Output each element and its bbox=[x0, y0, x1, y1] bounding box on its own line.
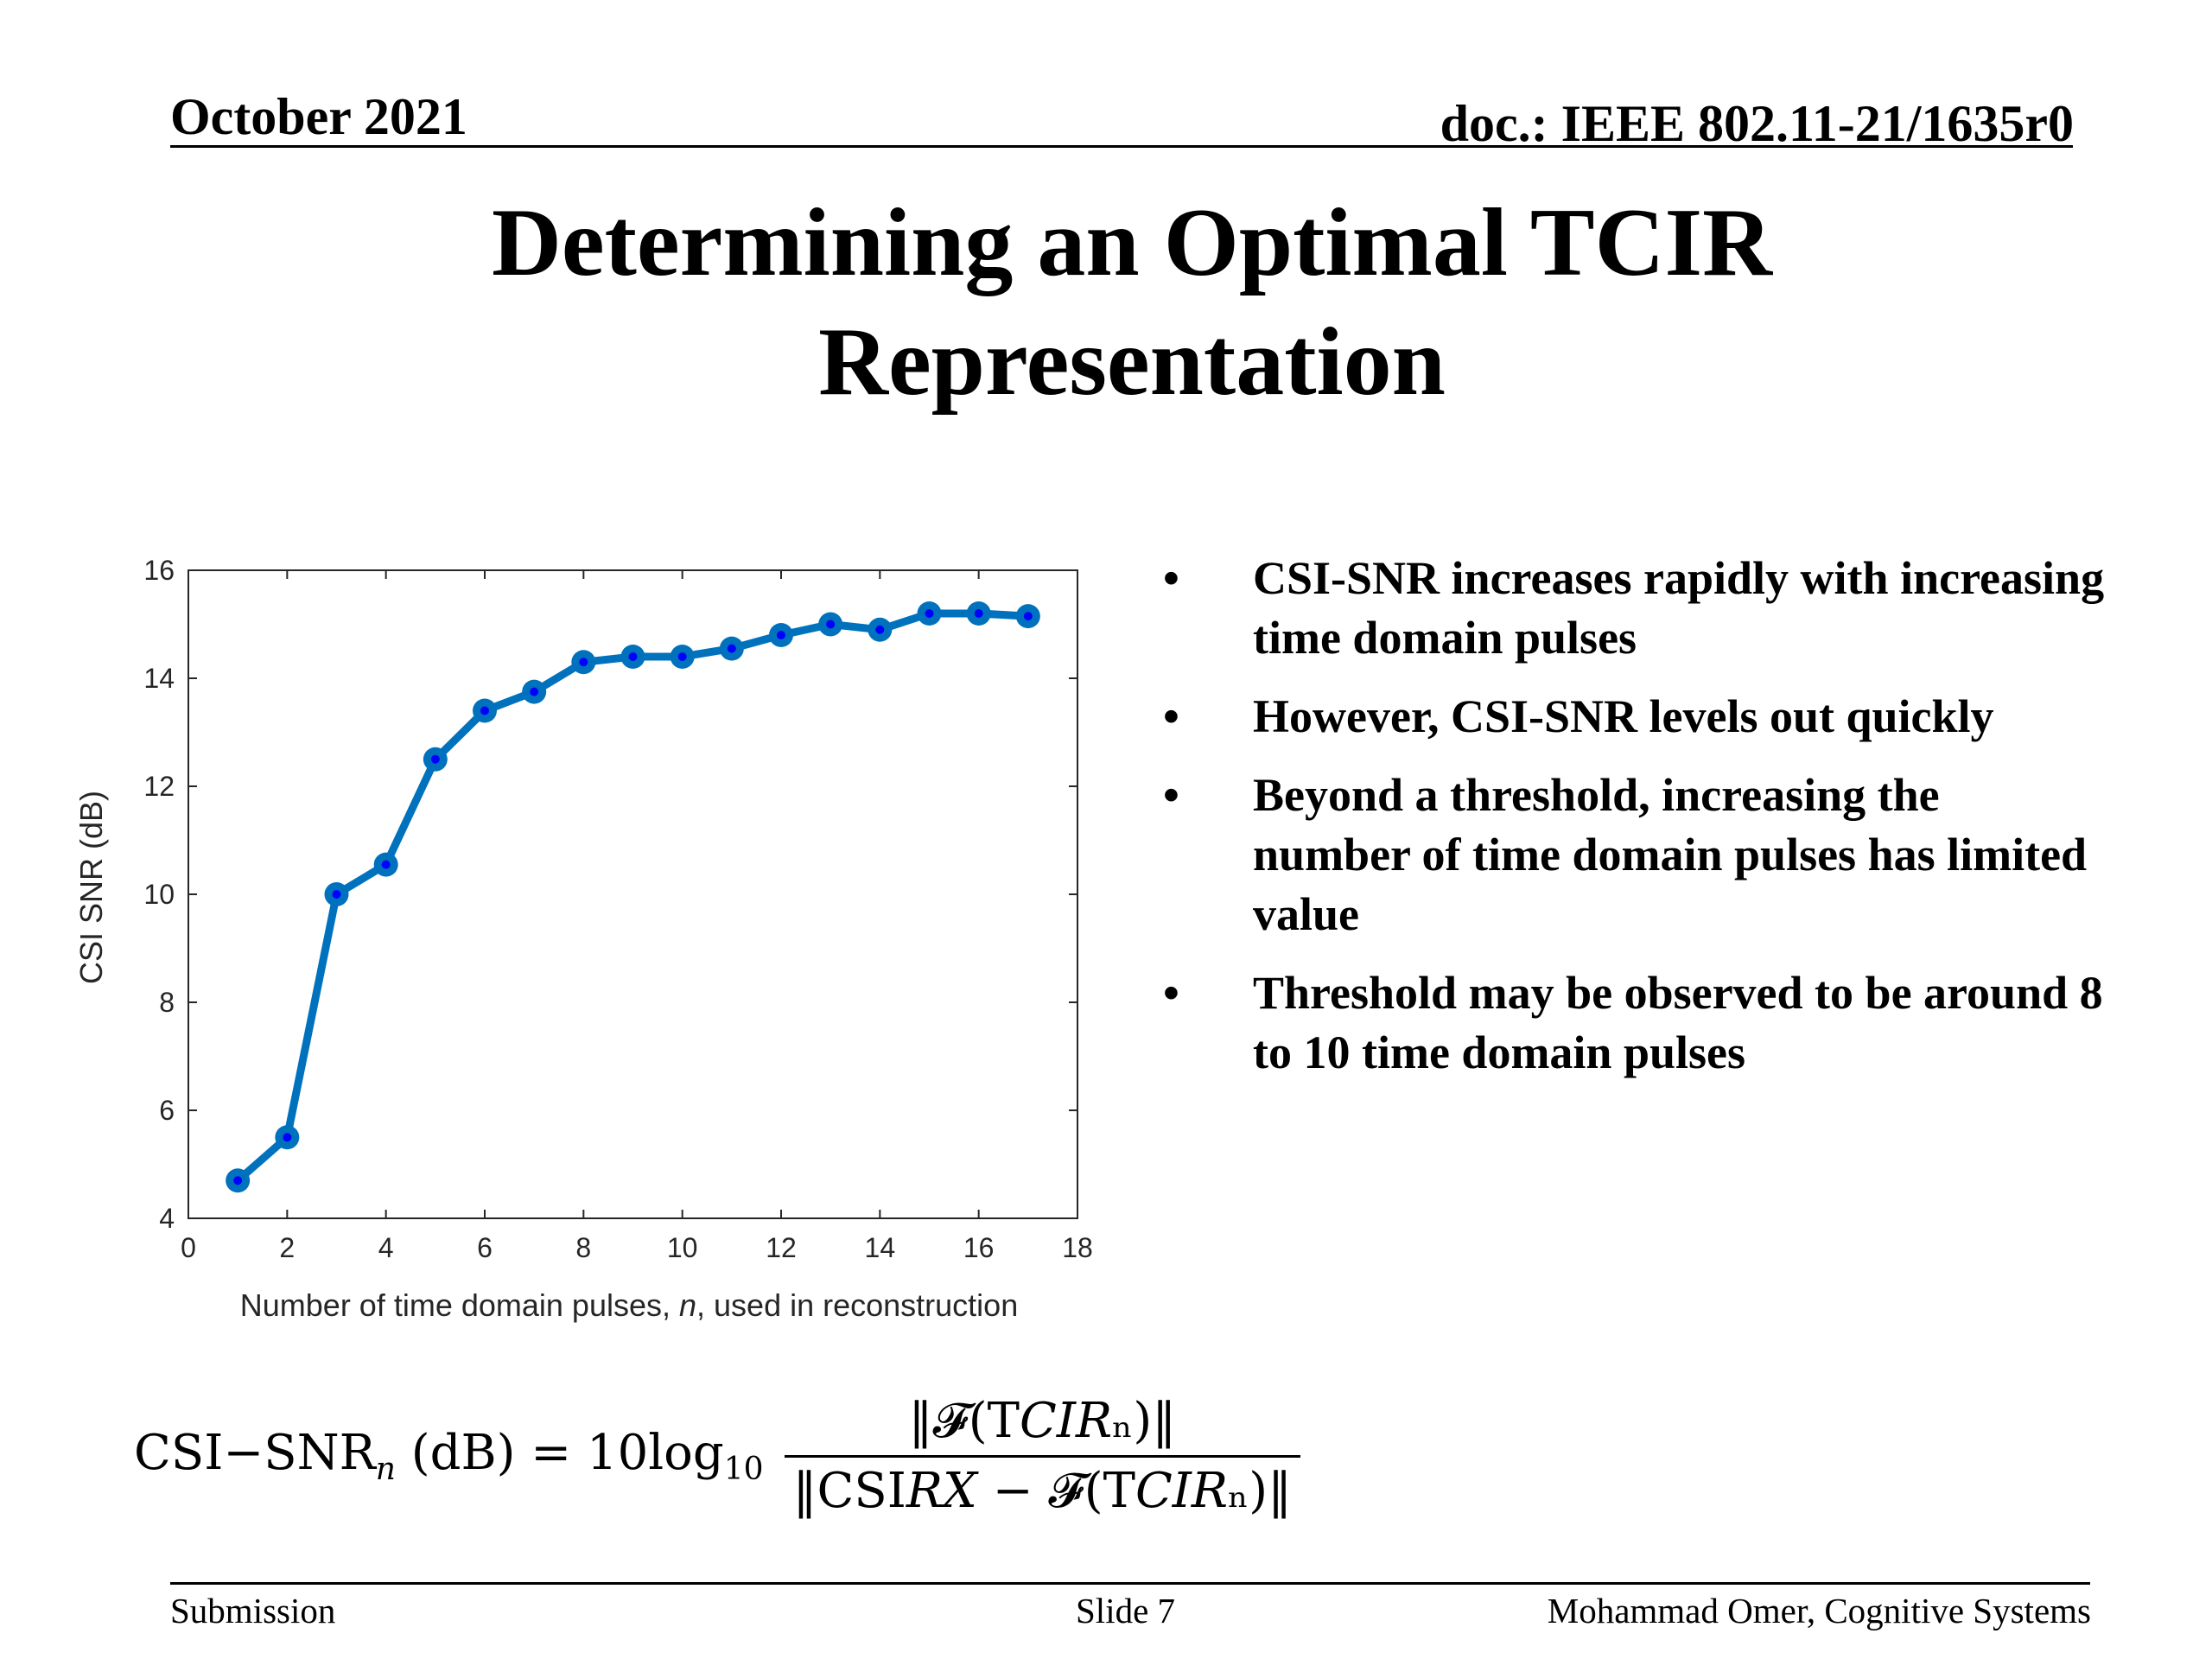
data-point-marker bbox=[381, 860, 391, 869]
x-tick-label: 10 bbox=[667, 1232, 698, 1263]
x-tick-label: 18 bbox=[1062, 1232, 1093, 1263]
data-point-marker bbox=[875, 625, 885, 634]
bullet-item: CSI-SNR increases rapidly with increasin… bbox=[1158, 549, 2108, 668]
series-line bbox=[233, 609, 1033, 1185]
header-date: October 2021 bbox=[170, 88, 467, 145]
y-tick-label: 4 bbox=[159, 1203, 175, 1234]
x-tick-label: 2 bbox=[279, 1232, 295, 1263]
y-tick-label: 14 bbox=[143, 663, 175, 694]
footer-divider bbox=[170, 1582, 2090, 1585]
slide-title-line-2: Representation bbox=[818, 308, 1446, 416]
data-point-marker bbox=[233, 1176, 243, 1185]
data-point-marker bbox=[530, 687, 539, 696]
formula-numerator: ‖𝓕(T𝐶𝐼𝑅ₙ)‖ bbox=[908, 1392, 1177, 1449]
data-point-marker bbox=[579, 658, 588, 667]
formula-log-base: 10 bbox=[723, 1452, 764, 1487]
formula-denominator: ‖CSI𝑅𝑋 − 𝓕(T𝐶𝐼𝑅ₙ)‖ bbox=[792, 1462, 1293, 1519]
x-tick-label: 8 bbox=[575, 1232, 591, 1263]
data-point-marker bbox=[677, 652, 687, 661]
y-tick-label: 12 bbox=[143, 771, 175, 802]
data-point-marker bbox=[283, 1133, 292, 1142]
x-tick-label: 16 bbox=[963, 1232, 995, 1263]
formula-lhs-sub: n bbox=[375, 1452, 396, 1487]
y-tick-label: 16 bbox=[143, 555, 175, 586]
formula-lhs: CSI−SNRn (dB) = 10log10 bbox=[134, 1425, 764, 1487]
chart-axes: 0 2 4 6 8 10 12 14 16 18 4 6 8 10 12 14 16 bbox=[143, 555, 1092, 1263]
x-tick-label: 6 bbox=[477, 1232, 493, 1263]
y-tick-label: 6 bbox=[159, 1095, 175, 1126]
y-tick-label: 10 bbox=[143, 879, 175, 910]
footer-slide-number: Slide 7 bbox=[1076, 1591, 1176, 1630]
data-point-marker bbox=[332, 890, 341, 899]
csi-snr-line-chart: 0 2 4 6 8 10 12 14 16 18 4 6 8 10 12 14 16 Number of tim… bbox=[73, 555, 1093, 1323]
formula-fraction-bar bbox=[784, 1454, 1301, 1458]
data-point-marker bbox=[480, 706, 489, 715]
slide-title-line-1: Determining an Optimal TCIR bbox=[492, 189, 1772, 296]
data-point-marker bbox=[727, 644, 736, 653]
data-point-marker bbox=[826, 620, 836, 629]
y-axis-label: CSI SNR (dB) bbox=[73, 791, 109, 984]
x-tick-label: 12 bbox=[766, 1232, 797, 1263]
data-point-marker bbox=[1023, 612, 1033, 621]
x-axis-label-var: n bbox=[679, 1287, 696, 1323]
slide-title: Determining an Optimal TCIR Representati… bbox=[0, 183, 2212, 422]
bullet-list: CSI-SNR increases rapidly with increasin… bbox=[1158, 549, 2108, 1102]
x-axis-label: Number of time domain pulses, n, used in… bbox=[240, 1287, 1018, 1323]
header-doc-id: doc.: IEEE 802.11-21/1635r0 bbox=[1440, 95, 2074, 152]
data-point-marker bbox=[628, 652, 638, 661]
chart-series bbox=[226, 601, 1040, 1193]
bullet-item: However, CSI-SNR levels out quickly bbox=[1158, 687, 2108, 747]
x-tick-label: 14 bbox=[865, 1232, 896, 1263]
y-tick-label: 8 bbox=[159, 987, 175, 1018]
csi-snr-formula: CSI−SNRn (dB) = 10log10 ‖𝓕(T𝐶𝐼𝑅ₙ)‖ ‖CSI𝑅… bbox=[134, 1378, 1301, 1534]
x-axis-label-pre: Number of time domain pulses, bbox=[240, 1287, 679, 1323]
data-point-marker bbox=[925, 609, 934, 618]
bullet-item: Beyond a threshold, increasing the numbe… bbox=[1158, 766, 2108, 944]
bullet-item: Threshold may be observed to be around 8… bbox=[1158, 963, 2108, 1083]
x-tick-label: 0 bbox=[181, 1232, 196, 1263]
footer-author: Mohammad Omer, Cognitive Systems bbox=[1547, 1591, 2091, 1630]
formula-fraction: ‖𝓕(T𝐶𝐼𝑅ₙ)‖ ‖CSI𝑅𝑋 − 𝓕(T𝐶𝐼𝑅ₙ)‖ bbox=[784, 1392, 1301, 1520]
formula-lhs-unit: (dB) = 10log bbox=[395, 1425, 724, 1481]
data-point-marker bbox=[974, 609, 983, 618]
formula-lhs-text: CSI−SNR bbox=[134, 1425, 376, 1481]
data-point-marker bbox=[430, 754, 440, 764]
x-tick-label: 4 bbox=[378, 1232, 394, 1263]
data-point-marker bbox=[777, 631, 785, 639]
footer-submission: Submission bbox=[170, 1591, 336, 1630]
header-divider bbox=[170, 145, 2073, 148]
x-axis-label-post: , used in reconstruction bbox=[696, 1287, 1018, 1323]
